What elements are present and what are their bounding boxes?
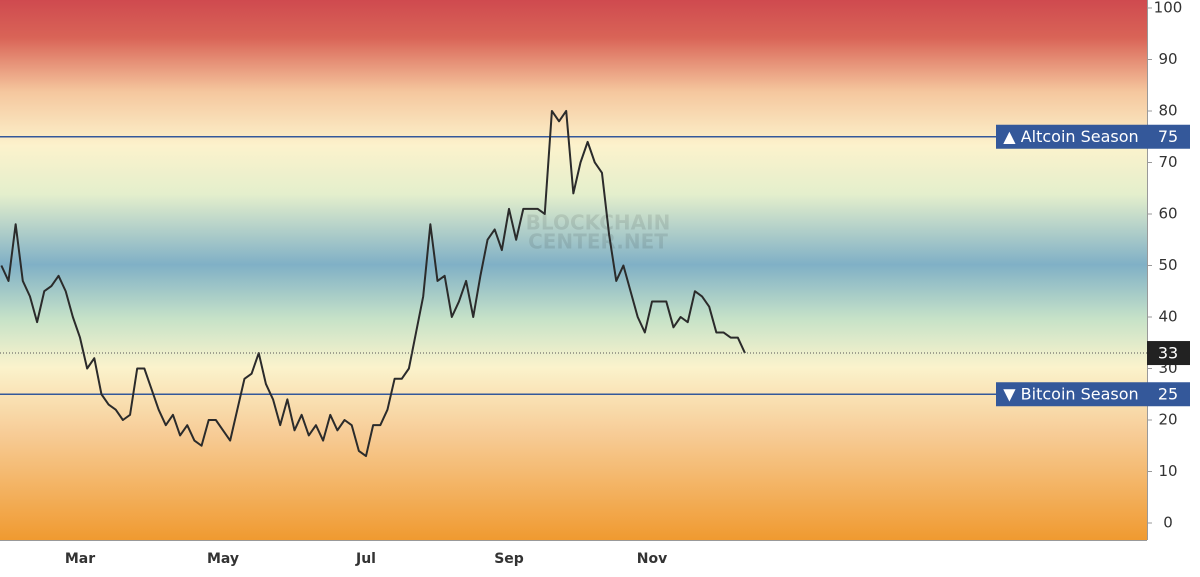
reference-value: 75 — [1158, 127, 1178, 146]
reference-value-box — [1147, 124, 1190, 149]
watermark: CENTER.NET — [528, 230, 668, 254]
y-tick-label: 70 — [1158, 153, 1177, 171]
reference-label: ▲ Altcoin Season — [1003, 127, 1138, 146]
y-tick-label: 20 — [1158, 411, 1177, 429]
x-tick-label: May — [207, 551, 239, 567]
data-line — [0, 109, 746, 458]
reference-label-box — [996, 382, 1147, 407]
reference-label-box — [996, 124, 1147, 149]
last-value-box — [1147, 341, 1190, 366]
y-tick-label: 90 — [1158, 50, 1177, 68]
watermark: BLOCKCHAIN — [526, 211, 671, 235]
y-tick-label: 100 — [1154, 0, 1183, 16]
reference-value-box — [1147, 382, 1190, 407]
x-tick-label: Jul — [355, 551, 376, 567]
reference-value: 25 — [1158, 385, 1178, 404]
last-value-label: 33 — [1158, 344, 1178, 363]
x-tick-label: Mar — [65, 551, 95, 567]
x-tick-label: Nov — [637, 551, 667, 567]
y-tick-label: 50 — [1158, 256, 1177, 274]
reference-label: ▼ Bitcoin Season — [1003, 385, 1138, 404]
y-tick-label: 80 — [1158, 101, 1177, 119]
plot-background — [0, 0, 1147, 540]
y-tick-label: 40 — [1158, 307, 1177, 325]
y-tick-label: 10 — [1158, 462, 1177, 480]
y-tick-label: 60 — [1158, 204, 1177, 222]
y-tick-label: 0 — [1163, 514, 1173, 532]
x-tick-label: Sep — [494, 551, 524, 567]
